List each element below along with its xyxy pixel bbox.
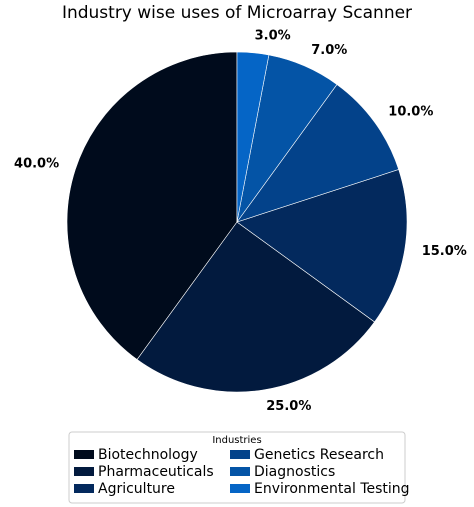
chart-title: Industry wise uses of Microarray Scanner bbox=[62, 3, 412, 23]
slice-label: 40.0% bbox=[14, 157, 59, 172]
slice-label: 7.0% bbox=[311, 43, 347, 58]
legend-label: Pharmaceuticals bbox=[98, 464, 214, 480]
slice-label: 3.0% bbox=[255, 28, 291, 43]
legend-label: Diagnostics bbox=[254, 464, 335, 480]
legend: Industries BiotechnologyPharmaceuticalsAg… bbox=[68, 431, 410, 504]
slice-label: 15.0% bbox=[422, 244, 467, 259]
legend-swatch bbox=[74, 467, 94, 476]
legend-label: Environmental Testing bbox=[254, 481, 410, 497]
pie-slice bbox=[236, 84, 400, 223]
legend-swatch bbox=[230, 467, 250, 476]
legend-label: Biotechnology bbox=[98, 447, 198, 463]
pie-slice bbox=[236, 169, 408, 323]
slice-label: 25.0% bbox=[266, 399, 311, 414]
legend-swatch bbox=[74, 484, 94, 493]
legend-swatch bbox=[230, 450, 250, 459]
legend-swatch bbox=[230, 484, 250, 493]
legend-label: Genetics Research bbox=[254, 447, 384, 463]
slice-label: 10.0% bbox=[388, 105, 433, 120]
pie-slice bbox=[66, 51, 238, 360]
legend-swatch bbox=[74, 450, 94, 459]
legend-title: Industries bbox=[212, 435, 261, 446]
pie-slice bbox=[136, 221, 375, 393]
pie-slice bbox=[236, 51, 270, 223]
legend-label: Agriculture bbox=[98, 481, 175, 497]
